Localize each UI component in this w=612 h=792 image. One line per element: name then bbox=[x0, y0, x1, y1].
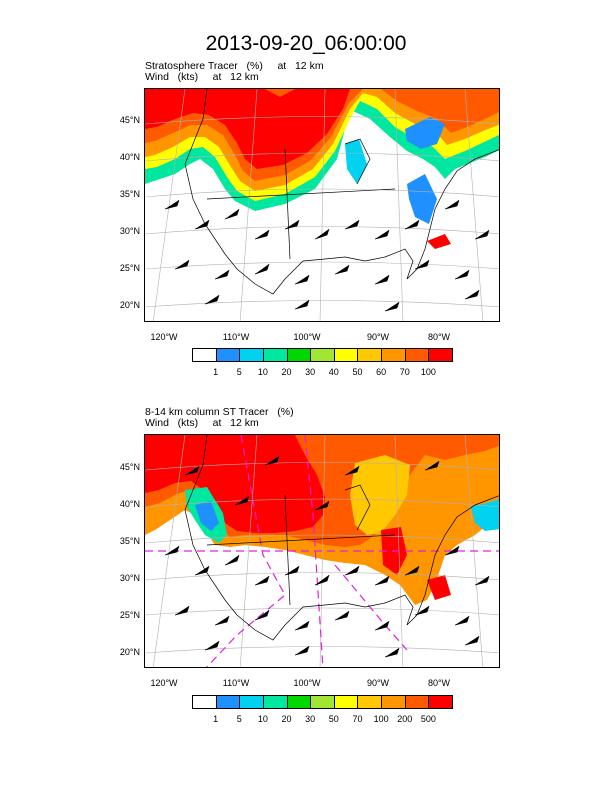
colorbar-label: 5 bbox=[236, 367, 242, 377]
panel2-lon-label: 90°W bbox=[366, 678, 390, 688]
panel2-lon-label: 100°W bbox=[293, 678, 321, 688]
panel1-lon-label: 100°W bbox=[293, 332, 321, 342]
colorbar-label: 20 bbox=[281, 367, 292, 377]
colorbar-box bbox=[310, 695, 335, 709]
colorbar-box bbox=[215, 348, 241, 362]
panel1-lon-label: 110°W bbox=[222, 332, 250, 342]
panel1-lat-label: 30°N bbox=[119, 226, 140, 236]
colorbar-label: 30 bbox=[305, 714, 316, 724]
panel1-title: Stratosphere Tracer (%) at 12 km Wind (k… bbox=[145, 61, 324, 83]
colorbar-label: 100 bbox=[420, 367, 436, 377]
panel2-lat-label: 20°N bbox=[119, 647, 140, 657]
colorbar-label: 50 bbox=[352, 367, 363, 377]
colorbar-label: 60 bbox=[376, 367, 387, 377]
colorbar-box bbox=[357, 348, 383, 362]
colorbar-box bbox=[215, 695, 241, 709]
colorbar-box bbox=[192, 695, 217, 709]
colorbar-box bbox=[333, 348, 359, 362]
colorbar-label: 10 bbox=[257, 714, 268, 724]
panel1-title-line2: Wind (kts) at 12 km bbox=[145, 71, 259, 83]
colorbar-box bbox=[262, 695, 288, 709]
panel2-tracer-field bbox=[145, 435, 499, 605]
colorbar-label: 1 bbox=[213, 367, 219, 377]
colorbar-label: 70 bbox=[352, 714, 363, 724]
colorbar-label: 100 bbox=[373, 714, 389, 724]
panel2-lon-label: 120°W bbox=[150, 678, 178, 688]
panel2-lat-label: 30°N bbox=[119, 573, 140, 583]
panel1-tracer-field bbox=[145, 89, 499, 249]
panel2-lat-label: 25°N bbox=[119, 610, 140, 620]
colorbar-box bbox=[286, 348, 312, 362]
panel1-lon-label: 90°W bbox=[366, 332, 390, 342]
colorbar-box bbox=[239, 348, 264, 362]
panel2-map-canvas bbox=[145, 435, 499, 667]
colorbar-label: 5 bbox=[236, 714, 242, 724]
panel2-lon-label: 110°W bbox=[222, 678, 250, 688]
panel1-lat-label: 40°N bbox=[119, 152, 140, 162]
panel1-colorbar: 1 5 10 20 30 40 50 60 70 100 bbox=[192, 348, 453, 378]
panel1-lon-label: 80°W bbox=[427, 332, 451, 342]
colorbar-box bbox=[262, 348, 288, 362]
colorbar-label: 40 bbox=[328, 367, 339, 377]
colorbar-box bbox=[192, 348, 217, 362]
panel1-lat-label: 45°N bbox=[119, 115, 140, 125]
panel1-lat-label: 25°N bbox=[119, 263, 140, 273]
colorbar-box bbox=[428, 695, 453, 709]
colorbar-box bbox=[404, 695, 430, 709]
panel2-graticule bbox=[145, 435, 499, 667]
colorbar-box bbox=[310, 348, 335, 362]
panel2-lon-label: 80°W bbox=[427, 678, 451, 688]
colorbar-label: 500 bbox=[420, 714, 436, 724]
colorbar-label: 20 bbox=[281, 714, 292, 724]
colorbar-label: 30 bbox=[305, 367, 316, 377]
colorbar-box bbox=[381, 695, 406, 709]
panel1-lon-label: 120°W bbox=[150, 332, 178, 342]
colorbar-box bbox=[239, 695, 264, 709]
panel1-map-canvas bbox=[145, 89, 499, 321]
panel2-map bbox=[144, 434, 500, 668]
colorbar-box bbox=[286, 695, 312, 709]
colorbar-label: 1 bbox=[213, 714, 219, 724]
colorbar-label: 50 bbox=[328, 714, 339, 724]
panel1-lat-label: 20°N bbox=[119, 300, 140, 310]
colorbar-label: 200 bbox=[397, 714, 413, 724]
colorbar-box bbox=[333, 695, 359, 709]
panel2-wind-barbs bbox=[164, 455, 490, 658]
colorbar-box bbox=[381, 348, 406, 362]
panel2-title-line1: 8-14 km column ST Tracer (%) bbox=[145, 406, 294, 418]
panel2-coastlines bbox=[184, 435, 499, 641]
panel1-graticule bbox=[145, 89, 499, 321]
panel2-lat-label: 40°N bbox=[119, 499, 140, 509]
colorbar-label: 70 bbox=[399, 367, 410, 377]
panel2-lat-label: 35°N bbox=[119, 536, 140, 546]
panel2-title: 8-14 km column ST Tracer (%) Wind (kts) … bbox=[145, 407, 294, 429]
main-title: 2013-09-20_06:00:00 bbox=[205, 32, 407, 55]
panel1-map bbox=[144, 88, 500, 322]
panel1-title-line1: Stratosphere Tracer (%) at 12 km bbox=[145, 60, 324, 72]
panel1-lat-label: 35°N bbox=[119, 189, 140, 199]
panel2-title-line2: Wind (kts) at 12 km bbox=[145, 417, 259, 429]
panel1-wind-barbs bbox=[164, 199, 490, 312]
colorbar-box bbox=[428, 348, 453, 362]
colorbar-label: 10 bbox=[257, 367, 268, 377]
panel2-lat-label: 45°N bbox=[119, 462, 140, 472]
panel1-coastlines bbox=[184, 89, 499, 295]
panel2-colorbar: 1 5 10 20 30 50 70 100 200 500 bbox=[192, 695, 453, 725]
colorbar-box bbox=[357, 695, 383, 709]
colorbar-box bbox=[404, 348, 430, 362]
